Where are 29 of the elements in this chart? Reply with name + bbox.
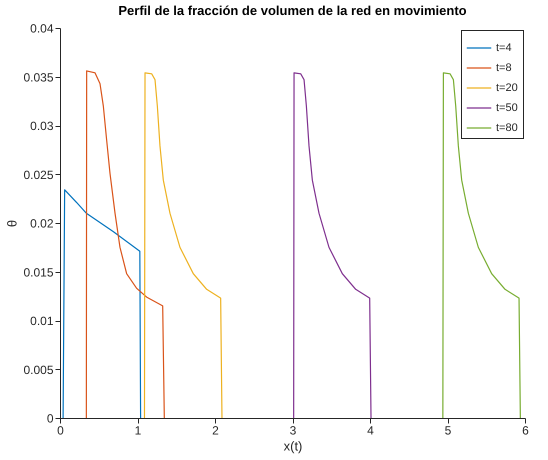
x-tick-label: 0: [57, 424, 64, 438]
y-axis-title: θ: [4, 220, 20, 228]
x-tick-label: 2: [212, 424, 220, 438]
legend-label: t=50: [496, 102, 518, 114]
x-tick-label: 4: [367, 424, 374, 438]
y-tick-label: 0.005: [23, 362, 54, 377]
y-tick-label: 0.015: [23, 265, 54, 280]
legend-label: t=20: [496, 82, 518, 94]
x-tick-label: 3: [290, 424, 297, 438]
chart-title: Perfil de la fracción de volumen de la red en movimiento: [118, 3, 467, 18]
line-series: [442, 72, 521, 418]
y-tick-label: 0.025: [23, 168, 54, 182]
x-tick-label: 5: [444, 424, 452, 438]
line-series: [86, 70, 165, 418]
line-series: [62, 189, 142, 418]
legend-label: t=8: [496, 62, 512, 74]
x-tick-label: 6: [522, 424, 530, 438]
y-tick-label: 0.01: [30, 314, 54, 328]
legend-label: t=80: [496, 122, 518, 134]
x-axis-title: x(t): [284, 438, 302, 454]
y-tick-label: 0.03: [30, 119, 54, 133]
y-tick-label: 0: [46, 412, 54, 426]
y-tick-label: 0.04: [30, 22, 54, 36]
line-series: [144, 72, 223, 418]
x-tick-label: 1: [134, 424, 142, 438]
y-tick-label: 0.035: [23, 70, 54, 84]
legend-label: t=4: [496, 42, 512, 54]
y-tick-label: 0.02: [30, 216, 54, 230]
line-series: [293, 72, 372, 418]
